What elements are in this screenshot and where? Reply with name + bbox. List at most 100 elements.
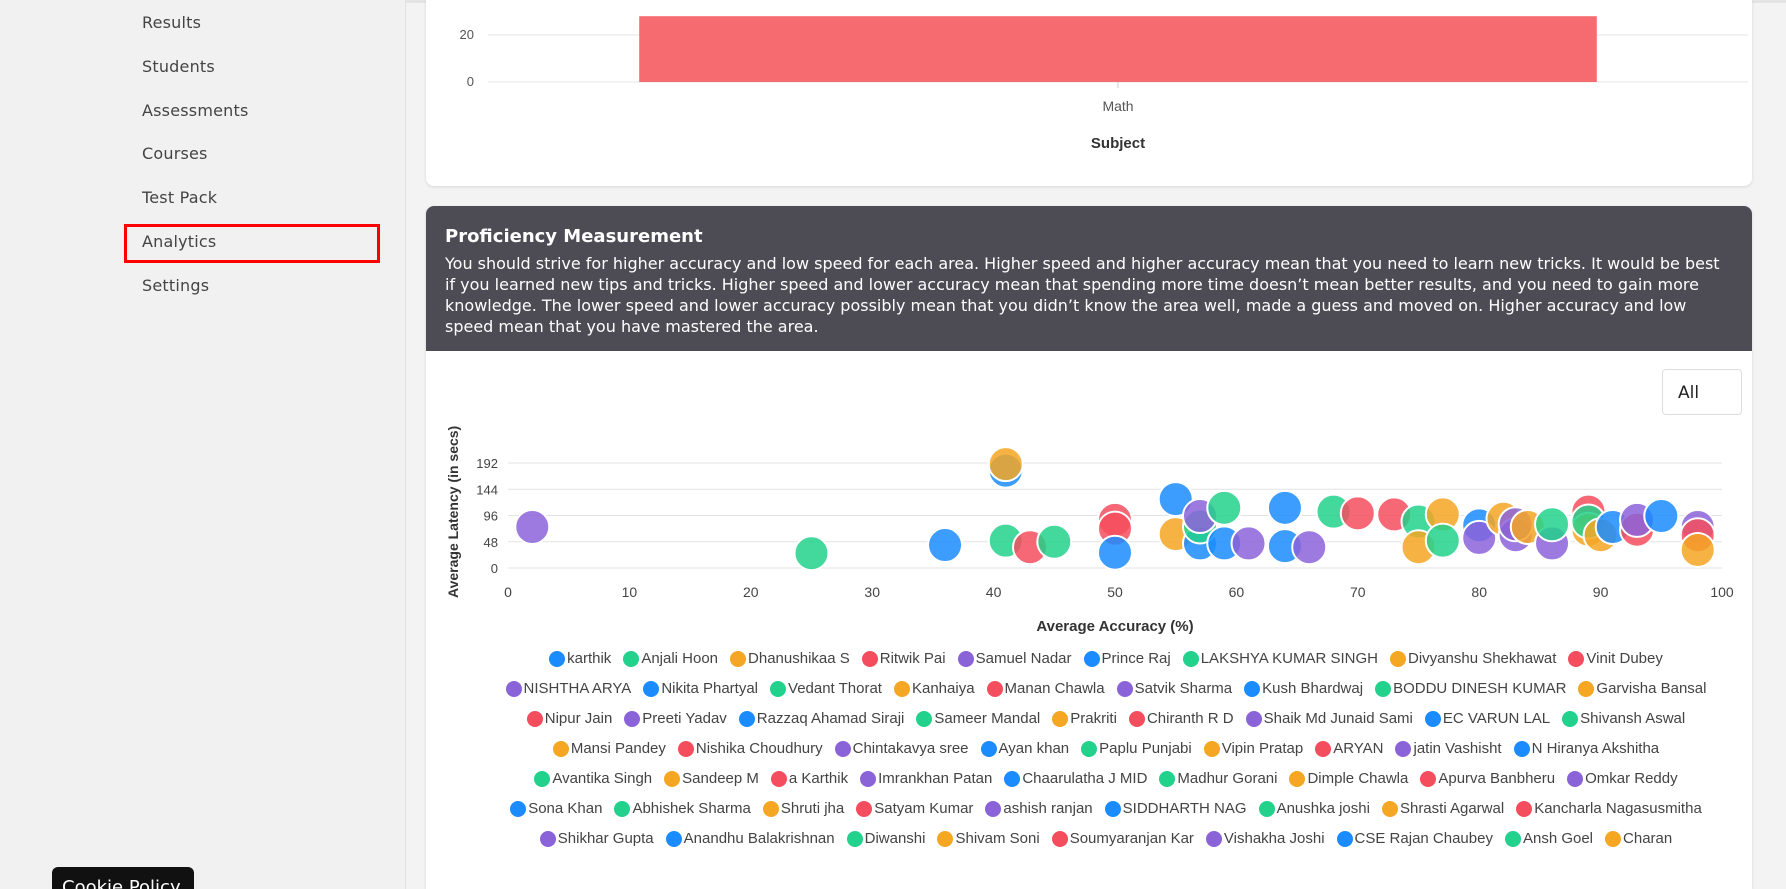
proficiency-title: Proficiency Measurement bbox=[445, 226, 703, 247]
legend-item[interactable]: Ayan khan bbox=[980, 740, 1070, 757]
legend-item[interactable]: Omkar Reddy bbox=[1567, 770, 1678, 787]
legend-color-dot bbox=[1052, 710, 1069, 727]
legend-item[interactable]: karthik bbox=[549, 650, 611, 667]
legend-item[interactable]: Chintakavya sree bbox=[834, 740, 969, 757]
legend-item[interactable]: Preeti Yadav bbox=[624, 710, 727, 727]
legend-color-dot bbox=[510, 800, 527, 817]
legend-item[interactable]: Abhishek Sharma bbox=[614, 800, 751, 817]
legend-label: Charan bbox=[1623, 830, 1673, 847]
legend-item[interactable]: Dhanushikaa S bbox=[730, 650, 850, 667]
legend-label: Ayan khan bbox=[998, 740, 1070, 757]
legend-item[interactable]: Garvisha Bansal bbox=[1578, 680, 1706, 697]
legend-item[interactable]: Manan Chawla bbox=[986, 680, 1105, 697]
legend-item[interactable]: Kancharla Nagasusmitha bbox=[1516, 800, 1702, 817]
legend-item[interactable]: ARYAN bbox=[1315, 740, 1383, 757]
sidebar-item-students[interactable]: Students bbox=[142, 57, 215, 76]
legend-item[interactable]: Ansh Goel bbox=[1504, 830, 1594, 847]
legend-item[interactable]: Paplu Punjabi bbox=[1081, 740, 1192, 757]
legend-item[interactable]: Diwanshi bbox=[846, 830, 925, 847]
legend-item[interactable]: Samuel Nadar bbox=[957, 650, 1072, 667]
legend-item[interactable]: Razzaq Ahamad Siraji bbox=[738, 710, 904, 727]
legend-item[interactable]: Anjali Hoon bbox=[623, 650, 718, 667]
legend-label: Chaarulatha J MID bbox=[1022, 770, 1148, 787]
legend-item[interactable]: Shivansh Aswal bbox=[1562, 710, 1685, 727]
legend-item[interactable]: EC VARUN LAL bbox=[1424, 710, 1551, 727]
legend-item[interactable]: N Hiranya Akshitha bbox=[1513, 740, 1659, 757]
legend-item[interactable]: Sona Khan bbox=[510, 800, 602, 817]
legend-item[interactable]: Shivam Soni bbox=[937, 830, 1040, 847]
legend-item[interactable]: jatin Vashisht bbox=[1395, 740, 1502, 757]
legend-color-dot bbox=[980, 740, 997, 757]
legend-item[interactable]: Apurva Banbheru bbox=[1420, 770, 1555, 787]
sidebar-item-analytics[interactable]: Analytics bbox=[142, 232, 217, 251]
legend-item[interactable]: ashish ranjan bbox=[985, 800, 1093, 817]
legend-item[interactable]: NISHTHA ARYA bbox=[505, 680, 631, 697]
proficiency-card: Proficiency Measurement You should striv… bbox=[426, 206, 1752, 889]
legend-item[interactable]: Ritwik Pai bbox=[861, 650, 946, 667]
legend-item[interactable]: a Karthik bbox=[770, 770, 848, 787]
legend-color-dot bbox=[1568, 650, 1585, 667]
legend-item[interactable]: Shaik Md Junaid Sami bbox=[1245, 710, 1413, 727]
legend-color-dot bbox=[1244, 680, 1261, 697]
legend-label: Vishakha Joshi bbox=[1223, 830, 1325, 847]
sidebar-item-assessments[interactable]: Assessments bbox=[142, 101, 249, 120]
legend-item[interactable]: BODDU DINESH KUMAR bbox=[1375, 680, 1566, 697]
legend-item[interactable]: Sandeep M bbox=[664, 770, 759, 787]
legend-color-dot bbox=[1513, 740, 1530, 757]
legend-item[interactable]: Nikita Phartyal bbox=[643, 680, 758, 697]
legend-label: Chintakavya sree bbox=[852, 740, 969, 757]
legend-item[interactable]: Shruti jha bbox=[762, 800, 844, 817]
legend-label: Dhanushikaa S bbox=[748, 650, 850, 667]
legend-item[interactable]: Shrasti Agarwal bbox=[1381, 800, 1504, 817]
legend-item[interactable]: Prince Raj bbox=[1083, 650, 1171, 667]
legend-item[interactable]: Vishakha Joshi bbox=[1205, 830, 1325, 847]
legend-item[interactable]: Kush Bhardwaj bbox=[1244, 680, 1363, 697]
legend-label: Avantika Singh bbox=[552, 770, 653, 787]
legend-label: Ritwik Pai bbox=[879, 650, 946, 667]
legend-label: Dimple Chawla bbox=[1307, 770, 1409, 787]
legend-label: Anushka joshi bbox=[1276, 800, 1370, 817]
legend-item[interactable]: Kanhaiya bbox=[893, 680, 975, 697]
legend-label: EC VARUN LAL bbox=[1442, 710, 1551, 727]
legend-item[interactable]: Soumyaranjan Kar bbox=[1051, 830, 1194, 847]
legend-item[interactable]: Sameer Mandal bbox=[916, 710, 1040, 727]
legend-item[interactable]: Nipur Jain bbox=[526, 710, 612, 727]
legend-item[interactable]: Dimple Chawla bbox=[1289, 770, 1408, 787]
legend-item[interactable]: LAKSHYA KUMAR SINGH bbox=[1182, 650, 1378, 667]
legend-item[interactable]: CSE Rajan Chaubey bbox=[1336, 830, 1493, 847]
legend-label: Chiranth R D bbox=[1146, 710, 1234, 727]
legend-item[interactable]: Imrankhan Patan bbox=[860, 770, 992, 787]
legend-item[interactable]: Chiranth R D bbox=[1128, 710, 1234, 727]
legend-item[interactable]: Vipin Pratap bbox=[1203, 740, 1303, 757]
legend-color-dot bbox=[738, 710, 755, 727]
sidebar-item-results[interactable]: Results bbox=[142, 13, 202, 32]
legend-item[interactable]: Avantika Singh bbox=[534, 770, 652, 787]
legend-item[interactable]: Chaarulatha J MID bbox=[1004, 770, 1147, 787]
legend-label: Preeti Yadav bbox=[642, 710, 727, 727]
sidebar-item-test-pack[interactable]: Test Pack bbox=[142, 188, 218, 207]
scatter-point bbox=[1266, 489, 1303, 526]
legend-item[interactable]: Prakriti bbox=[1052, 710, 1117, 727]
legend-item[interactable]: Nishika Choudhury bbox=[677, 740, 823, 757]
legend-item[interactable]: Mansi Pandey bbox=[552, 740, 666, 757]
legend-item[interactable]: Madhur Gorani bbox=[1159, 770, 1277, 787]
cookie-policy-button[interactable]: Cookie Policy bbox=[52, 867, 194, 889]
scatter-y-tick-label: 96 bbox=[484, 509, 498, 524]
legend-item[interactable]: Divyanshu Shekhawat bbox=[1390, 650, 1556, 667]
legend-item[interactable]: SIDDHARTH NAG bbox=[1104, 800, 1247, 817]
sidebar-item-courses[interactable]: Courses bbox=[142, 144, 208, 163]
legend-item[interactable]: Satyam Kumar bbox=[856, 800, 973, 817]
legend-item[interactable]: Vedant Thorat bbox=[770, 680, 882, 697]
sidebar-item-settings[interactable]: Settings bbox=[142, 276, 210, 295]
student-filter-select[interactable]: All bbox=[1662, 369, 1742, 415]
legend-item[interactable]: Anushka joshi bbox=[1258, 800, 1370, 817]
legend-item[interactable]: Anandhu Balakrishnan bbox=[665, 830, 835, 847]
scatter-x-tick-label: 20 bbox=[743, 584, 759, 600]
scatter-x-tick-label: 60 bbox=[1229, 584, 1245, 600]
legend-item[interactable]: Charan bbox=[1605, 830, 1672, 847]
legend-item[interactable]: Satvik Sharma bbox=[1116, 680, 1232, 697]
scatter-legend: karthik Anjali Hoon Dhanushikaa S Ritwik Pa… bbox=[466, 642, 1746, 862]
legend-item[interactable]: Vinit Dubey bbox=[1568, 650, 1663, 667]
legend-item[interactable]: Shikhar Gupta bbox=[539, 830, 654, 847]
legend-label: Ansh Goel bbox=[1522, 830, 1594, 847]
